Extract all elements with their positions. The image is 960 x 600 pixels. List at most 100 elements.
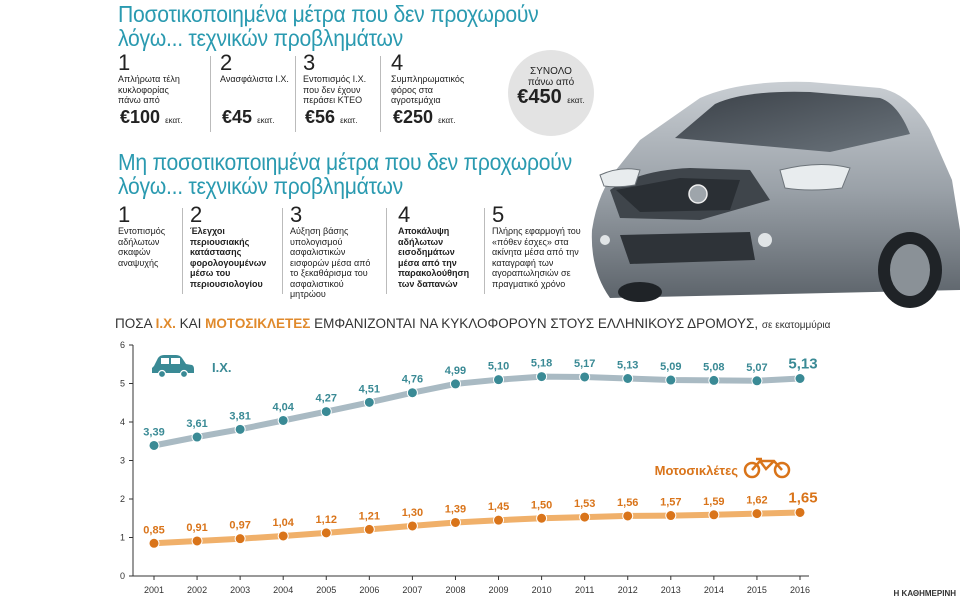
legend-car-label: Ι.Χ. (212, 360, 232, 375)
item-number: 2 (220, 50, 233, 75)
data-point (708, 509, 720, 521)
heading-quantified-line2: λόγω... τεχνικών προβλημάτων (118, 25, 403, 51)
data-label: 5,13 (617, 359, 638, 371)
data-label: 5,08 (703, 361, 724, 373)
divider (380, 56, 381, 132)
data-label: 1,53 (574, 498, 595, 510)
quantified-item-2: 2 Ανασφάλιστα Ι.Χ. €45 εκατ. (220, 52, 290, 132)
item-text: Απλήρωτα τέλη κυκλοφορίας πάνω από (118, 74, 180, 105)
data-point (536, 512, 548, 524)
item-number: 4 (391, 50, 404, 75)
quantified-item-3: 3 Εντοπισμός Ι.Χ. που δεν έχουν περάσει … (303, 52, 373, 132)
y-tick-label: 5 (120, 379, 125, 389)
item-text: Έλεγχοι περιουσιακής κατάστασης φορολογο… (190, 226, 267, 289)
total-bubble: ΣΥΝΟΛΟ πάνω από €450 εκατ. (508, 50, 594, 136)
data-point (794, 506, 806, 518)
data-label: 1,45 (488, 501, 509, 513)
data-point (406, 387, 418, 399)
data-label: 4,51 (359, 383, 380, 395)
data-label: 3,61 (186, 418, 207, 430)
item-text: Αύξηση βάσης υπολογισμού ασφαλιστικών ει… (290, 226, 371, 299)
total-label-2: πάνω από (527, 77, 575, 88)
car-image (591, 81, 960, 308)
divider (282, 208, 283, 294)
item-amount: €56 εκατ. (305, 107, 358, 127)
x-tick-label: 2004 (273, 585, 293, 595)
data-point (579, 371, 591, 383)
data-label: 5,17 (574, 358, 595, 370)
data-point (234, 423, 246, 435)
x-tick-label: 2010 (532, 585, 552, 595)
unquantified-item-4: 4 Αποκάλυψη αδήλωτων εισοδημάτων μέσα απ… (398, 204, 478, 289)
data-point (363, 396, 375, 408)
heading-quantified-line1: Ποσοτικοποιημένα μέτρα που δεν προχωρούν (118, 1, 539, 27)
total-amount: €450 εκατ. (517, 86, 585, 108)
data-label: 1,50 (531, 499, 552, 511)
data-point (449, 378, 461, 390)
data-label: 1,62 (746, 495, 767, 507)
data-label: 1,65 (788, 489, 817, 506)
data-label: 3,39 (143, 426, 164, 438)
data-label: 4,76 (402, 374, 423, 386)
x-tick-label: 2008 (445, 585, 465, 595)
x-tick-label: 2015 (747, 585, 767, 595)
heading-unquantified-line2: λόγω... τεχνικών προβλημάτων (118, 173, 403, 199)
item-text: Συμπληρωματικός φόρος στα αγροτεμάχια (391, 74, 465, 105)
x-tick-label: 2016 (790, 585, 810, 595)
data-label: 1,21 (359, 510, 380, 522)
data-label: 5,13 (788, 355, 817, 372)
data-label: 1,04 (272, 517, 294, 529)
data-point (320, 406, 332, 418)
x-tick-label: 2002 (187, 585, 207, 595)
data-point (191, 431, 203, 443)
total-label: ΣΥΝΟΛΟ (530, 66, 572, 77)
y-tick-label: 2 (120, 494, 125, 504)
data-label: 1,57 (660, 497, 681, 509)
y-tick-label: 4 (120, 417, 125, 427)
data-label: 5,18 (531, 358, 552, 370)
data-labels: 3,39 3,61 3,81 4,04 4,27 4,51 4,76 4,99 5,10 5,18… (143, 355, 817, 536)
data-label: 5,07 (746, 362, 767, 374)
divider (295, 56, 296, 132)
item-number: 5 (492, 202, 505, 227)
data-label: 4,04 (272, 401, 294, 413)
data-point (708, 374, 720, 386)
quantified-item-1: 1 Απλήρωτα τέλη κυκλοφορίας πάνω από €10… (118, 52, 190, 132)
line-chart: 0 1 2 3 4 5 6 2001 2002 2003 2004 2005 2006 2007 2008 2… (120, 340, 818, 595)
y-tick-label: 0 (120, 571, 125, 581)
quantified-item-4: 4 Συμπληρωματικός φόρος στα αγροτεμάχια … (391, 52, 475, 132)
x-tick-label: 2007 (402, 585, 422, 595)
chart-title-car: Ι.Χ. (155, 316, 176, 331)
item-number: 2 (190, 202, 203, 227)
item-number: 3 (303, 50, 316, 75)
item-amount: €45 εκατ. (222, 107, 275, 127)
x-tick-label: 2003 (230, 585, 250, 595)
data-point (536, 371, 548, 383)
item-amount: €100 εκατ. (120, 107, 183, 127)
data-point (665, 374, 677, 386)
data-label: 1,59 (703, 496, 724, 508)
data-point (622, 510, 634, 522)
divider (386, 208, 387, 294)
data-label: 1,30 (402, 507, 423, 519)
data-point (751, 375, 763, 387)
data-point (794, 372, 806, 384)
item-number: 1 (118, 202, 131, 227)
data-label: 5,09 (660, 361, 681, 373)
data-label: 0,85 (143, 524, 164, 536)
data-label: 4,99 (445, 365, 466, 377)
data-label: 1,39 (445, 503, 466, 515)
data-label: 3,81 (229, 410, 250, 422)
data-point (449, 516, 461, 528)
heading-unquantified-line1: Μη ποσοτικοποιημένα μέτρα που δεν προχωρ… (118, 149, 572, 175)
series-line-1 (151, 509, 803, 547)
item-text: Εντοπισμός αδήλωτων σκαφών αναψυχής (118, 226, 166, 268)
x-tick-label: 2006 (359, 585, 379, 595)
data-point (665, 510, 677, 522)
data-point (579, 511, 591, 523)
y-tick-label: 3 (120, 456, 125, 466)
data-point (234, 533, 246, 545)
data-point (493, 514, 505, 526)
data-label: 0,91 (186, 522, 207, 534)
item-number: 4 (398, 202, 411, 227)
